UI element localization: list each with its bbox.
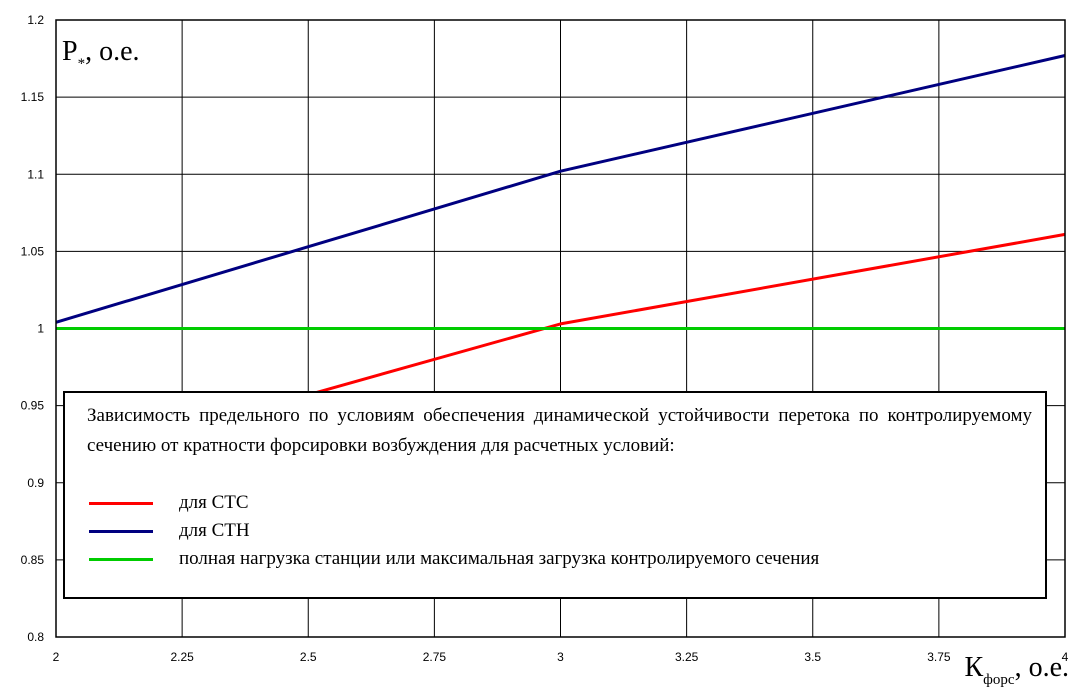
y-tick-label: 0.8: [27, 630, 44, 644]
x-tick-label: 3.5: [804, 650, 821, 664]
y-tick-labels: 0.8 0.85 0.9 0.95 1 1.05 1.1 1.15 1.2: [21, 13, 45, 644]
legend-label-sts: для СТС: [179, 492, 249, 513]
legend-swatch-stn: [89, 529, 153, 533]
y-tick-label: 1.15: [21, 90, 45, 104]
legend-label-full-load: полная нагрузка станции или максимальная…: [179, 548, 820, 569]
x-tick-label: 3.25: [675, 650, 699, 664]
series-line-stn: [55, 54, 1066, 324]
legend-swatch-full-load: [89, 557, 153, 561]
x-tick-label: 2.75: [423, 650, 447, 664]
legend-label-stn: для СТН: [179, 520, 250, 541]
y-tick-label: 1.1: [27, 167, 44, 181]
x-axis-title: Кфорс, о.е.: [964, 652, 1069, 688]
y-tick-label: 1: [37, 322, 44, 336]
legend: Зависимость предельного по условиям обес…: [63, 391, 1047, 599]
series-line-sts: [307, 232, 1066, 397]
x-tick-label: 4: [1062, 650, 1069, 664]
x-tick-label: 2: [53, 650, 60, 664]
y-tick-label: 1.2: [27, 13, 44, 27]
legend-title: Зависимость предельного по условиям обес…: [87, 405, 1032, 456]
x-tick-labels: 2 2.25 2.5 2.75 3 3.25 3.5 3.75 4: [53, 650, 1069, 664]
x-tick-label: 2.5: [300, 650, 317, 664]
legend-item-full-load: полная нагрузка станции или максимальная…: [89, 547, 819, 571]
y-tick-label: 0.95: [21, 399, 45, 413]
y-tick-label: 1.05: [21, 244, 45, 258]
x-tick-label: 2.25: [170, 650, 194, 664]
legend-item-stn: для СТН: [89, 519, 250, 543]
x-tick-label: 3: [557, 650, 564, 664]
series-lines: [55, 54, 1066, 397]
legend-item-sts: для СТС: [89, 491, 249, 515]
legend-swatch-sts: [89, 501, 153, 505]
y-tick-label: 0.9: [27, 476, 44, 490]
y-tick-label: 0.85: [21, 553, 45, 567]
y-axis-title: P*, о.е.: [62, 36, 140, 72]
x-tick-label: 3.75: [927, 650, 951, 664]
plot-frame: [55, 19, 1066, 638]
